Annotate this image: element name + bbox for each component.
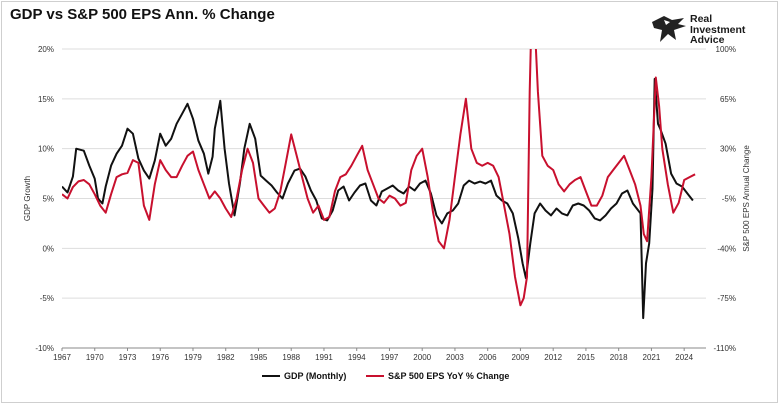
brand-logo: Real Investment Advice: [650, 14, 775, 46]
chart-legend: GDP (Monthly) S&P 500 EPS YoY % Change: [262, 371, 509, 381]
y-right-tick-label: 65%: [720, 95, 736, 104]
y-left-tick-label: 15%: [38, 95, 54, 104]
logo-text: Real Investment Advice: [690, 14, 745, 46]
y-left-tick-label: -5%: [40, 294, 54, 303]
series-layer: [62, 49, 696, 320]
axis-layer: 20% 15% 10% 5% 0% -5% -10% 100% 65% 30% -5% -40% -75…: [23, 45, 751, 362]
x-tick-label: 1985: [250, 353, 268, 362]
y-right-tick-label: 30%: [720, 145, 736, 154]
y-left-tick-label: -10%: [35, 344, 54, 353]
eagle-icon: [652, 16, 686, 42]
y-right-tick-label: -75%: [717, 294, 736, 303]
chart-title: GDP vs S&P 500 EPS Ann. % Change: [10, 6, 275, 23]
x-tick-label: 1988: [282, 353, 300, 362]
x-tick-label: 2006: [479, 353, 497, 362]
series-line-eps: [62, 49, 696, 307]
y-right-tick-label: -5%: [722, 195, 736, 204]
y-left-axis-label: GDP Growth: [23, 176, 32, 221]
logo-line-2: Investment: [690, 23, 746, 36]
legend-label: S&P 500 EPS YoY % Change: [388, 371, 509, 381]
x-tick-label: 1973: [119, 353, 137, 362]
logo-line-1: Real: [690, 13, 713, 25]
x-tick-label: 1991: [315, 353, 333, 362]
x-tick-label: 2012: [544, 353, 562, 362]
logo-line-3: Advice: [690, 34, 725, 46]
x-tick-label: 2003: [446, 353, 464, 362]
y-right-tick-label: -110%: [713, 344, 736, 353]
y-left-tick-label: 0%: [42, 244, 54, 253]
y-left-tick-label: 10%: [38, 145, 54, 154]
series-line-gdp: [62, 77, 694, 320]
legend-label: GDP (Monthly): [284, 371, 346, 381]
x-tick-label: 1997: [381, 353, 399, 362]
y-right-tick-label: -40%: [717, 244, 736, 253]
x-tick-label: 1982: [217, 353, 235, 362]
x-tick-label: 1979: [184, 353, 202, 362]
x-tick-label: 2009: [512, 353, 530, 362]
x-tick-label: 1967: [53, 353, 71, 362]
y-left-tick-label: 20%: [38, 45, 54, 54]
y-left-tick-label: 5%: [42, 195, 54, 204]
x-tick-label: 2021: [643, 353, 661, 362]
y-right-axis-label: S&P 500 EPS Annual Change: [742, 145, 751, 252]
x-tick-label: 2024: [675, 353, 693, 362]
x-tick-label: 2000: [413, 353, 431, 362]
x-tick-label: 1976: [151, 353, 169, 362]
x-tick-label: 2018: [610, 353, 628, 362]
x-tick-label: 2015: [577, 353, 595, 362]
x-tick-label: 1994: [348, 353, 366, 362]
x-tick-label: 1970: [86, 353, 104, 362]
grid-layer: [62, 48, 706, 349]
y-right-tick-label: 100%: [716, 45, 736, 54]
